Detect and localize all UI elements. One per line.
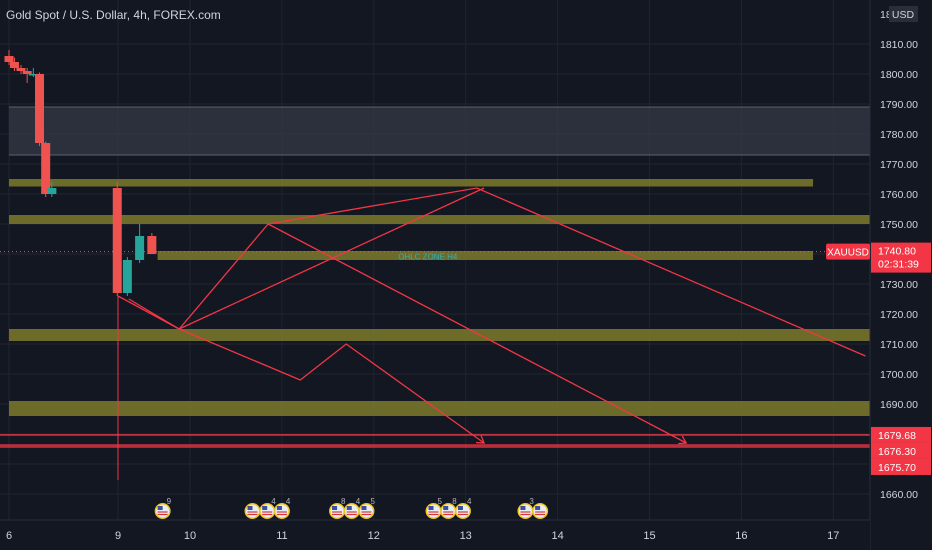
zone-1 [9, 179, 814, 187]
event-marker-count: 4 [356, 497, 361, 506]
y-tick-label: 1760.00 [880, 189, 918, 201]
zone-2 [9, 215, 870, 224]
candle-body-8 [112, 188, 122, 293]
y-tick-label: 1710.00 [880, 339, 918, 351]
x-tick-label: 14 [551, 530, 563, 542]
axis-top-label: 18 [880, 9, 892, 21]
x-tick-label: 9 [115, 530, 121, 542]
y-tick-label: 1750.00 [880, 219, 918, 231]
y-tick-label: 1720.00 [880, 309, 918, 321]
event-flag-canton [332, 506, 338, 510]
countdown: 02:31:39 [878, 259, 919, 271]
x-tick-label: 10 [184, 530, 196, 542]
event-marker-count: 4 [467, 497, 472, 506]
symbol-tag-text: XAUUSD [827, 248, 869, 259]
last-price-tag [871, 242, 931, 273]
y-tick-label: 1770.00 [880, 159, 918, 171]
y-tick-label: 1690.00 [880, 399, 918, 411]
zones-layer: OHLC ZONE H4 [0, 106, 870, 416]
x-tick-label: 6 [6, 530, 12, 542]
hline-tag-text: 1679.68 [878, 430, 916, 442]
time-axis[interactable]: 6 9 10 11 12 13 14 15 16 17 [0, 519, 870, 550]
event-flag-canton [157, 506, 163, 510]
x-tick-label: 11 [276, 530, 287, 542]
candles-layer [4, 50, 157, 296]
event-flag-canton [346, 506, 352, 510]
candle-body-10 [135, 236, 145, 260]
drawings-layer [117, 187, 866, 445]
y-tick-label: 1810.00 [880, 39, 918, 51]
arrow-head-3 [678, 435, 688, 445]
chart-title: Gold Spot / U.S. Dollar, 4h, FOREX.com [6, 8, 221, 22]
event-marker-count: 3 [529, 497, 534, 506]
y-tick-label: 1780.00 [880, 129, 918, 141]
horizontal-lines-layer [0, 434, 870, 448]
event-flag-canton [247, 506, 253, 510]
last-price-value: 1740.80 [878, 246, 916, 258]
candle-body-0 [4, 56, 14, 62]
candle-body-4 [28, 74, 38, 76]
x-tick-label: 15 [643, 530, 655, 542]
zone-5 [9, 401, 870, 416]
drawing-3 [267, 223, 687, 444]
candle-body-1 [9, 62, 19, 68]
currency-label: USD [892, 9, 915, 21]
candle-body-7 [47, 188, 57, 194]
event-marker-count: 4 [271, 497, 276, 506]
event-flag-canton [428, 506, 434, 510]
hline-tag-text: 1676.30 [878, 446, 916, 458]
y-tick-label: 1660.00 [880, 489, 918, 501]
y-tick-label: 1790.00 [880, 99, 918, 111]
candle-body-2 [16, 68, 26, 71]
candle-body-6 [41, 143, 51, 194]
event-marker-count: 8 [452, 497, 457, 506]
event-flag-canton [520, 506, 526, 510]
candle-body-9 [122, 260, 132, 293]
event-marker-count: 4 [286, 497, 291, 506]
candle-body-5 [35, 74, 45, 143]
zone-3 [157, 251, 814, 260]
x-tick-label: 13 [460, 530, 472, 542]
candle-body-3 [22, 71, 32, 74]
zone-0 [9, 107, 870, 155]
event-flag-canton [443, 506, 449, 510]
event-marker-count: 8 [341, 497, 346, 506]
y-tick-label: 1800.00 [880, 69, 918, 81]
hline-tag-2 [871, 458, 931, 475]
hline-tag-1 [871, 442, 931, 459]
time-axis-bg [0, 520, 870, 550]
symbol-tag [826, 243, 870, 260]
event-flag-canton [535, 506, 541, 510]
hline-tag-0 [871, 426, 931, 443]
event-marker-count: 5 [438, 497, 443, 506]
arrow-head-2 [476, 435, 486, 444]
candle-body-11 [147, 236, 157, 254]
event-flag-canton [262, 506, 268, 510]
y-tick-label: 1730.00 [880, 279, 918, 291]
drawing-2 [178, 328, 485, 444]
x-tick-label: 12 [368, 530, 380, 542]
zone-4 [9, 329, 870, 341]
event-flag-canton [276, 506, 282, 510]
event-flag-canton [361, 506, 367, 510]
x-tick-label: 16 [735, 530, 747, 542]
event-flag-canton [457, 506, 463, 510]
currency-badge[interactable] [889, 6, 918, 22]
y-tick-label: 1700.00 [880, 369, 918, 381]
zone-label: OHLC ZONE H4 [398, 253, 458, 262]
x-tick-label: 17 [827, 530, 839, 542]
event-marker-count: 5 [370, 497, 375, 506]
event-marker-count: 9 [167, 497, 172, 506]
hline-tag-text: 1675.70 [878, 462, 916, 474]
